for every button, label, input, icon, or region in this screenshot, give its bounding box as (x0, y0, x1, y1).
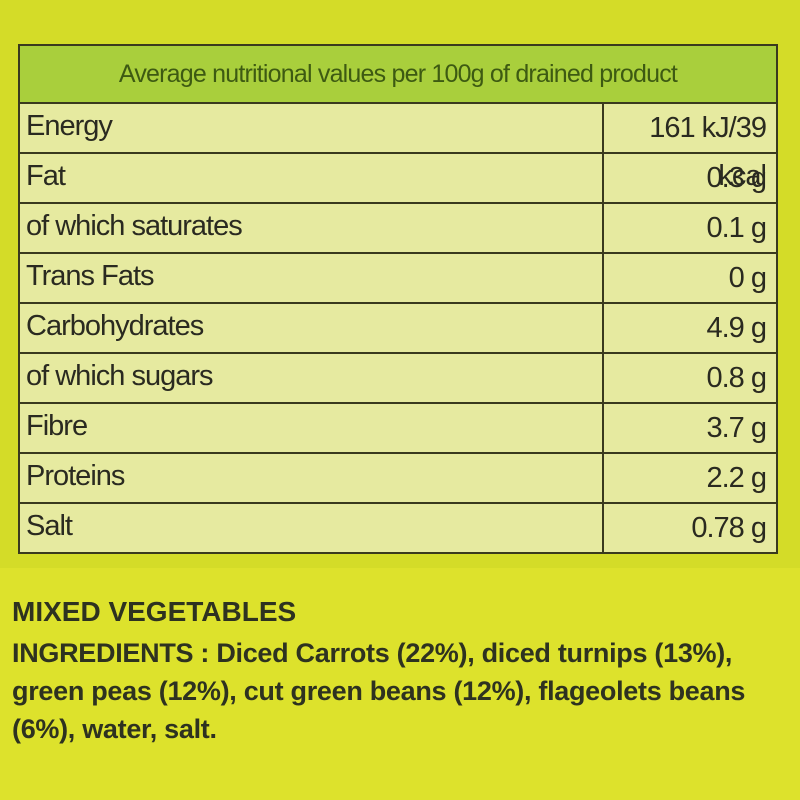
nutrient-name: Carbohydrates (20, 304, 604, 352)
nutrient-name: Salt (20, 504, 604, 552)
nutrient-value: 3.7 g (706, 412, 768, 444)
nutrient-name: Fat (20, 154, 604, 202)
table-row: of which saturates 0.1 g (20, 204, 776, 254)
nutrient-name: Energy (20, 104, 604, 152)
table-title: Average nutritional values per 100g of d… (20, 46, 776, 104)
table-row: Fibre 3.7 g (20, 404, 776, 454)
nutrient-value: 0.78 g (691, 512, 767, 544)
nutrient-name: of which sugars (20, 354, 604, 402)
nutrition-table: Average nutritional values per 100g of d… (18, 44, 778, 554)
nutrient-name: Proteins (20, 454, 604, 502)
table-body: Energy 161 kJ/39 kcal Fat 0.3 g of which sat… (20, 104, 776, 552)
nutrient-value: 2.2 g (706, 462, 768, 494)
nutrient-value: 0.3 g (706, 162, 768, 194)
product-name: MIXED VEGETABLES (12, 596, 297, 627)
ingredients-text: : Diced Carrots (22%), diced turnips (13… (12, 638, 746, 744)
table-row: Energy 161 kJ/39 kcal (20, 104, 776, 192)
nutrient-value: 0 g (728, 262, 767, 294)
table-row: Trans Fats 0 g (20, 254, 776, 304)
ingredients: INGREDIENTS : Diced Carrots (22%), diced… (12, 634, 788, 748)
nutrient-value: 4.9 g (706, 312, 768, 344)
table-row: Carbohydrates 4.9 g (20, 304, 776, 354)
nutrient-name: Trans Fats (20, 254, 604, 302)
table-row: Salt 0.78 g (20, 504, 776, 552)
nutrient-value: 0.8 g (706, 362, 768, 394)
ingredients-label: INGREDIENTS (12, 638, 194, 668)
table-row: of which sugars 0.8 g (20, 354, 776, 404)
table-row: Fat 0.3 g (20, 154, 776, 204)
table-row: Proteins 2.2 g (20, 454, 776, 504)
nutrient-value: 161 kJ/39 kcal (649, 112, 767, 192)
nutrient-value: 0.1 g (706, 212, 768, 244)
upper-panel: Average nutritional values per 100g of d… (18, 44, 778, 554)
lower-panel: MIXED VEGETABLES INGREDIENTS : Diced Car… (0, 568, 800, 800)
nutrient-name: Fibre (20, 404, 604, 452)
nutrient-name: of which saturates (20, 204, 604, 252)
